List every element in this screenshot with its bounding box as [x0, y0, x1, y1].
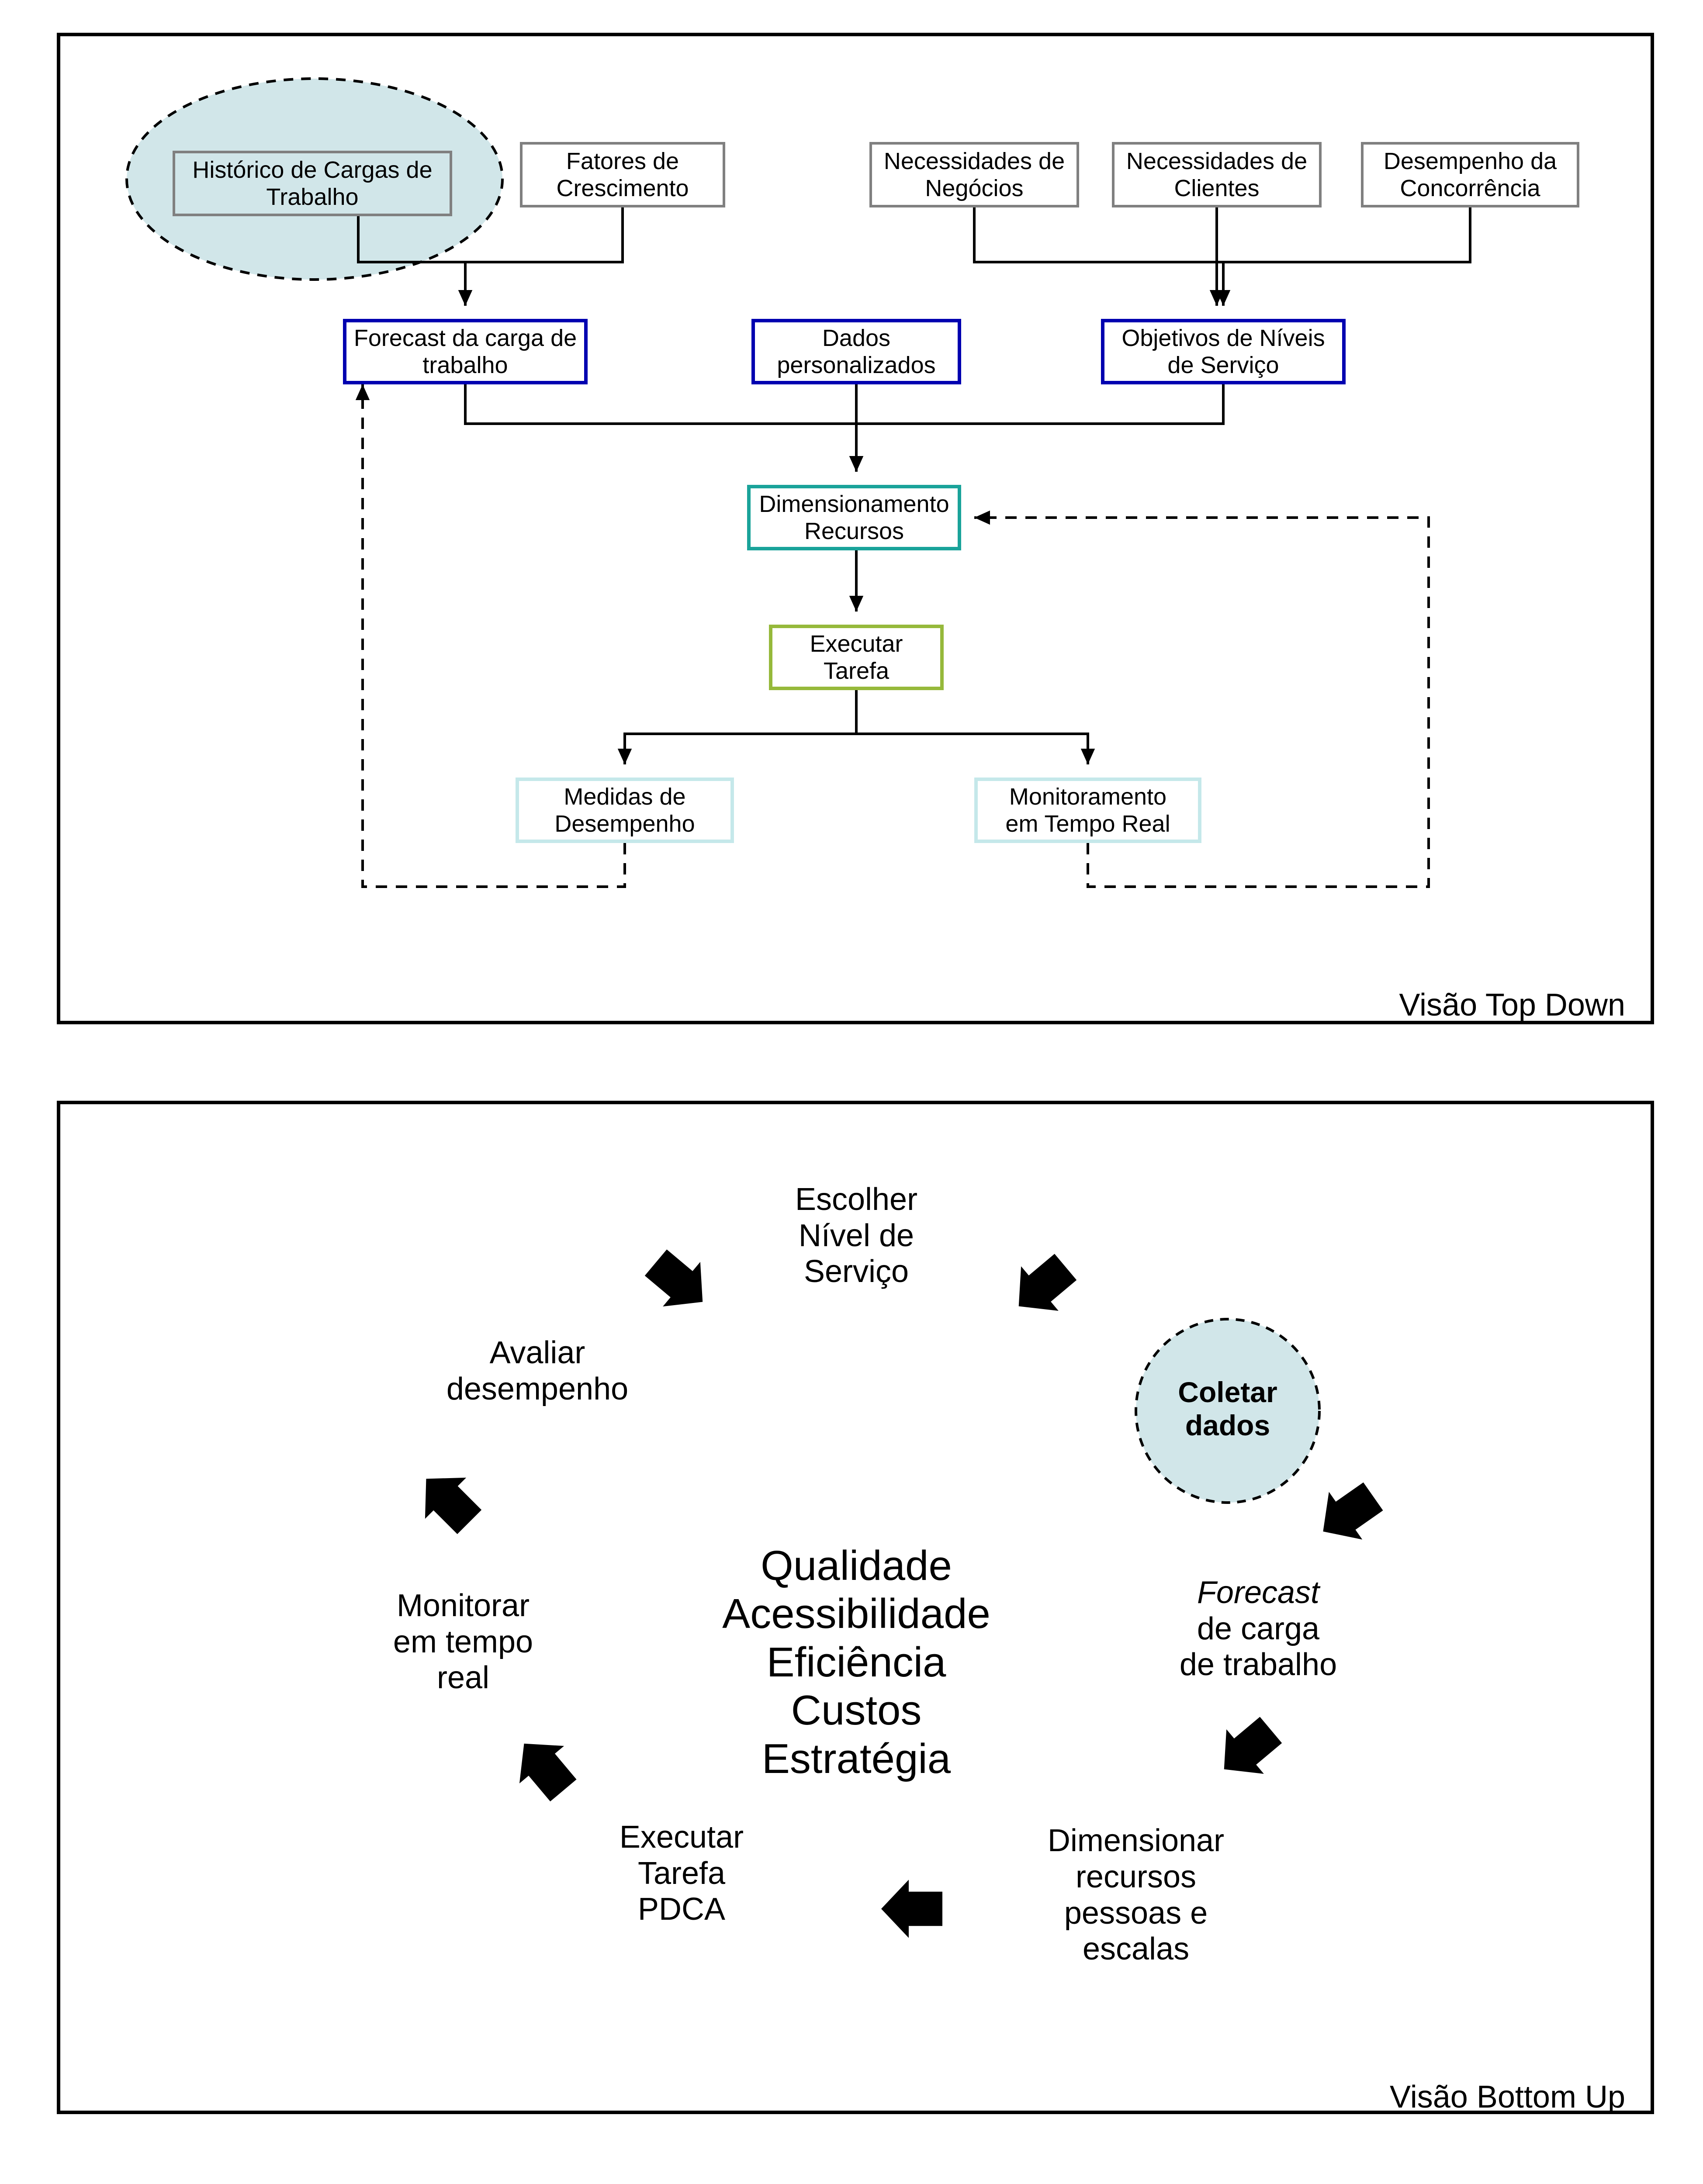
cycle-item-1: Forecastde carga de trabalho	[1136, 1575, 1381, 1683]
cycle-item-2: Dimensionar recursos pessoas e escalas	[1014, 1823, 1258, 1967]
canvas: Histórico de Cargas de Trabalho Fatores d…	[0, 0, 1703, 2184]
node-cli-label: Necessidades de Clientes	[1126, 148, 1307, 202]
node-obj: Objetivos de Níveis de Serviço	[1101, 319, 1346, 384]
cycle-item-4: Monitorar em tempo real	[341, 1588, 585, 1696]
node-forecast: Forecast da carga de trabalho	[343, 319, 588, 384]
node-dim-label: Dimensionamento Recursos	[759, 491, 949, 545]
cycle-item-0: Escolher Nível de Serviço	[734, 1182, 979, 1290]
topdown-title: Visão Top Down	[1399, 987, 1625, 1023]
node-fatores: Fatores de Crescimento	[520, 142, 725, 207]
node-neg: Necessidades de Negócios	[869, 142, 1079, 207]
node-conc: Desempenho da Concorrência	[1361, 142, 1579, 207]
node-neg-label: Necessidades de Negócios	[884, 148, 1065, 202]
node-conc-label: Desempenho da Concorrência	[1384, 148, 1557, 202]
node-obj-label: Objetivos de Níveis de Serviço	[1121, 325, 1325, 379]
node-exec-label: Executar Tarefa	[810, 630, 903, 684]
node-dados: Dados personalizados	[751, 319, 961, 384]
node-forecast-label: Forecast da carga de trabalho	[354, 325, 577, 379]
cycle-item-5: Avaliar desempenho	[415, 1335, 660, 1407]
node-monit-label: Monitoramento em Tempo Real	[1005, 783, 1170, 837]
node-exec: Executar Tarefa	[769, 625, 944, 690]
node-medidas: Medidas de Desempenho	[516, 778, 734, 843]
node-monit: Monitoramento em Tempo Real	[974, 778, 1201, 843]
cycle-center-text: Qualidade Acessibilidade Eficiência Cust…	[673, 1542, 1040, 1783]
bottomup-title: Visão Bottom Up	[1390, 2079, 1625, 2115]
node-cli: Necessidades de Clientes	[1112, 142, 1322, 207]
node-fatores-label: Fatores de Crescimento	[556, 148, 689, 202]
node-dim: Dimensionamento Recursos	[747, 485, 961, 550]
node-historico: Histórico de Cargas de Trabalho	[173, 151, 452, 216]
node-historico-label: Histórico de Cargas de Trabalho	[192, 156, 432, 211]
cycle-item-3: Executar Tarefa PDCA	[559, 1819, 804, 1928]
cycle-circle-label: Coletar dados	[1149, 1376, 1306, 1442]
node-dados-label: Dados personalizados	[777, 325, 935, 379]
node-medidas-label: Medidas de Desempenho	[554, 783, 695, 837]
